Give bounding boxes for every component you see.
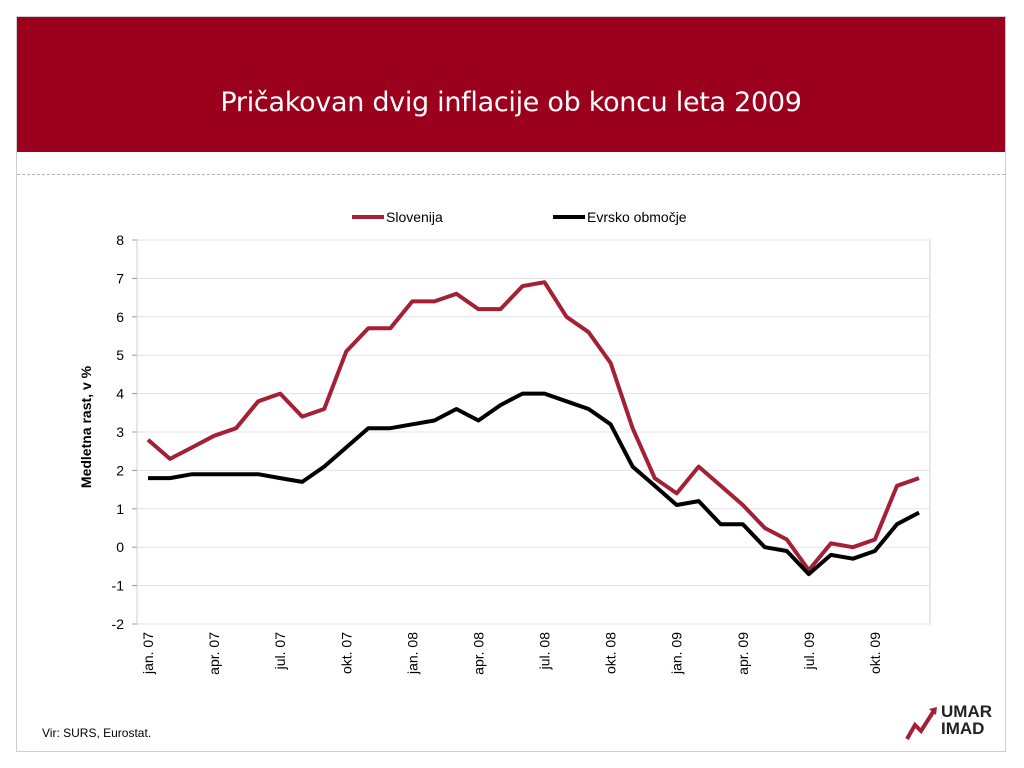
logo-text-imad: IMAD [941,719,985,738]
x-tick-label: okt. 08 [603,632,619,674]
slide-frame [16,16,1006,752]
slide-title: Pričakovan dvig inflacije ob koncu leta … [220,87,802,118]
legend-label: Evrsko območje [587,209,687,225]
x-tick-label: jan. 08 [404,632,420,675]
x-tick-label: apr. 08 [470,632,486,675]
y-tick-label: 4 [116,386,124,402]
y-tick-label: 5 [116,347,124,363]
logo-mark-icon [905,707,937,740]
y-tick-label: 0 [116,539,124,555]
y-tick-label: -2 [112,616,125,632]
x-tick-label: jul. 09 [801,632,817,671]
title-banner: Pričakovan dvig inflacije ob koncu leta … [17,17,1005,152]
y-tick-label: 6 [116,309,124,325]
y-axis-label: Medletna rast, v % [78,365,94,488]
series-line-evrsko-obmocje [148,391,920,577]
y-tick-label: 8 [116,232,124,248]
y-tick-label: 3 [116,424,124,440]
x-tick-label: jan. 07 [140,632,156,675]
x-tick-label: jan. 09 [669,632,685,675]
x-tick-label: jul. 08 [537,632,553,671]
x-tick-label: apr. 09 [735,632,751,675]
y-tick-label: 1 [116,501,124,517]
y-tick-label: 2 [116,462,124,478]
source-note: Vir: SURS, Eurostat. [42,726,152,740]
y-tick-label: -1 [112,578,125,594]
x-tick-label: jul. 07 [272,632,288,671]
y-tick-label: 7 [116,270,124,286]
x-tick-label: okt. 09 [867,632,883,674]
legend-label: Slovenija [386,209,443,225]
series-line-slovenija [146,280,920,573]
logo-text-umar: UMAR [941,702,992,721]
umar-logo: UMAR IMAD [905,703,1000,743]
x-tick-label: apr. 07 [206,632,222,675]
x-tick-label: okt. 07 [338,632,354,674]
divider [17,174,1005,175]
